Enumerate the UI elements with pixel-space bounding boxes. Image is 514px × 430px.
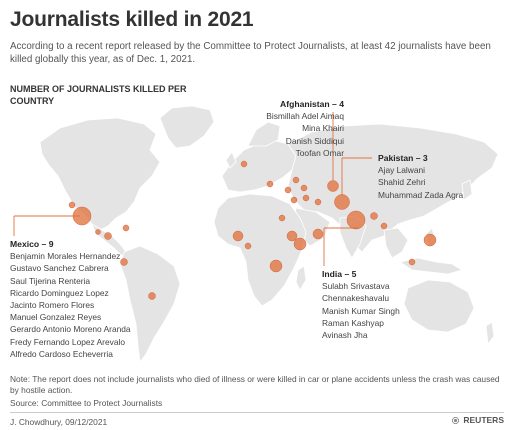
dot-sudan — [278, 214, 286, 222]
dot-turkey — [284, 186, 292, 194]
journalist-name: Jacinto Romero Flores — [10, 300, 95, 311]
dot-georgia — [292, 176, 300, 184]
land-greenland — [159, 105, 215, 149]
dot-bangladesh — [370, 212, 378, 220]
world-map — [13, 105, 499, 364]
callout-title: Afghanistan – 4 — [280, 99, 344, 109]
reuters-logo-icon — [451, 415, 461, 425]
land-southeast-asia — [383, 227, 409, 259]
journalist-name: Benjamin Morales Hernandez — [10, 251, 121, 262]
reuters-logo-text: REUTERS — [463, 415, 504, 425]
legend-heading: NUMBER OF JOURNALISTS KILLED PER COUNTRY — [10, 84, 187, 106]
dot-mexico — [72, 206, 92, 226]
footnote: Note: The report does not include journa… — [10, 374, 500, 395]
dot-haiti — [122, 224, 130, 232]
land-australia — [403, 279, 475, 333]
land-south-america — [119, 245, 181, 364]
journalist-name: Manuel Gonzalez Reyes — [10, 312, 102, 323]
dot-ethiopia — [286, 230, 298, 242]
land-north-america — [39, 117, 161, 231]
journalist-name: Ricardo Dominguez Lopez — [10, 287, 109, 298]
dot-usa — [68, 201, 76, 209]
land-madagascar — [295, 265, 307, 291]
dot-philippines — [423, 233, 437, 247]
journalist-name: Muhammad Zada Agra — [378, 189, 464, 200]
journalist-name: Avinash Jha — [322, 330, 368, 341]
callout-title: Mexico – 9 — [10, 239, 54, 249]
journalist-name: Manish Kumar Singh — [322, 305, 400, 316]
dot-netherlands — [240, 160, 248, 168]
land-africa — [213, 193, 307, 307]
journalist-name: Gerardo Antonio Moreno Aranda — [10, 324, 131, 335]
callout-title: India – 5 — [322, 269, 357, 279]
journalist-name: Mina Khairi — [302, 123, 344, 134]
journalist-name: Sulabh Srivastava — [322, 281, 390, 292]
source-line: Source: Committee to Protect Journalists — [10, 398, 163, 408]
dot-honduras — [104, 232, 112, 240]
journalist-name: Gustavo Sanchez Cabrera — [10, 263, 109, 274]
land-scandinavia — [247, 121, 281, 147]
dot-afghanistan — [327, 180, 339, 192]
journalist-name: Raman Kashyap — [322, 317, 384, 328]
journalist-name: Bismillah Adel Aimaq — [266, 111, 344, 122]
dot-guatemala — [95, 229, 101, 235]
dot-lebanon — [290, 196, 298, 204]
journalist-name: Danish Siddiqui — [285, 135, 344, 146]
page-title: Journalists killed in 2021 — [10, 8, 254, 31]
callout-title: Pakistan – 3 — [378, 153, 428, 163]
dot-somalia — [293, 237, 307, 251]
land-new-zealand — [485, 321, 495, 346]
land-japan — [461, 179, 473, 201]
journalist-name: Ajay Lalwani — [378, 165, 426, 176]
journalist-name: Alfredo Cardoso Echeverria — [10, 348, 113, 359]
dot-dr-congo — [269, 259, 283, 273]
dot-syria — [300, 184, 308, 192]
callout-mexico: Mexico – 9 Benjamin Morales Hernandez Gu… — [10, 238, 131, 360]
land-uk — [225, 151, 237, 169]
callout-india: India – 5 Sulabh Srivastava Chennakeshav… — [322, 268, 400, 341]
dot-mali — [232, 230, 244, 242]
dot-pakistan — [334, 194, 350, 210]
dot-india — [346, 210, 366, 230]
dot-colombia — [120, 258, 128, 266]
dot-myanmar — [380, 222, 388, 230]
dot-paraguay — [148, 292, 156, 300]
land-indonesia — [398, 257, 463, 275]
subtitle: According to a recent report released by… — [10, 41, 491, 65]
dot-indonesia — [408, 258, 416, 266]
reuters-logo: REUTERS — [451, 415, 504, 425]
journalist-name: Chennakeshavalu — [322, 293, 390, 304]
credit-line: J. Chowdhury, 09/12/2021 — [10, 417, 108, 427]
dot-iraq — [302, 194, 310, 202]
callout-pakistan: Pakistan – 3 Ajay Lalwani Shahid Zehri M… — [378, 152, 463, 201]
country-dots — [68, 160, 437, 300]
footer-divider — [10, 412, 504, 413]
journalist-name: Saul Tijerina Renteria — [10, 275, 91, 286]
dot-greece — [266, 180, 274, 188]
dot-iran — [314, 198, 322, 206]
dot-yemen — [312, 228, 324, 240]
dot-burkina-faso — [244, 242, 252, 250]
journalist-name: Toofan Omar — [295, 147, 344, 158]
callout-afghanistan: Afghanistan – 4 Bismillah Adel Aimaq Min… — [244, 98, 344, 159]
journalist-name: Shahid Zehri — [378, 177, 426, 188]
journalist-name: Fredy Fernando Lopez Arevalo — [10, 336, 125, 347]
